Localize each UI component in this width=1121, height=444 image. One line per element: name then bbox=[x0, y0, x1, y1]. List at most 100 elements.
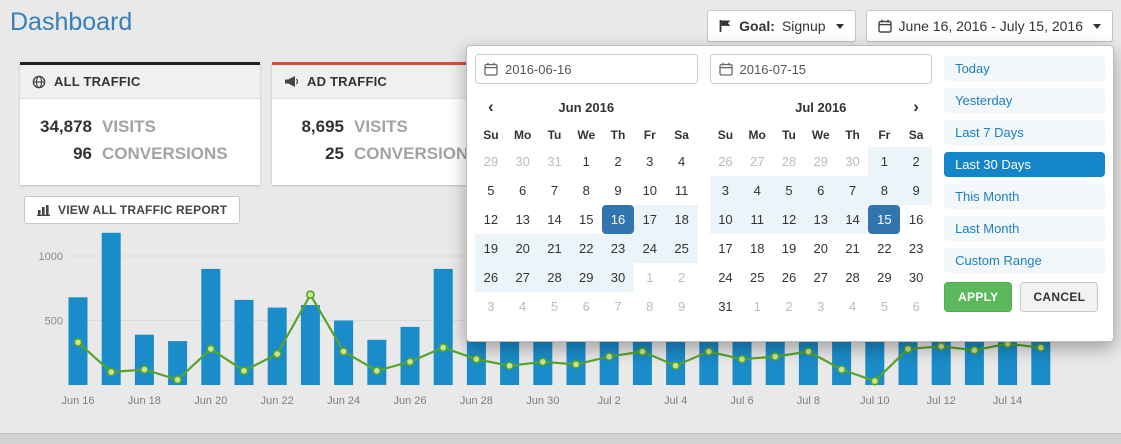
calendar-day[interactable]: 1 bbox=[868, 147, 901, 176]
calendar-day[interactable]: 6 bbox=[519, 183, 527, 198]
calendar-day[interactable]: 11 bbox=[741, 205, 774, 234]
preset-last-7-days[interactable]: Last 7 Days bbox=[944, 120, 1105, 145]
calendar-day[interactable]: 15 bbox=[868, 205, 901, 234]
calendar-day[interactable]: 2 bbox=[677, 270, 686, 285]
calendar-day[interactable]: 20 bbox=[813, 241, 828, 256]
calendar-day[interactable]: 19 bbox=[781, 241, 797, 256]
calendar-day[interactable]: 27 bbox=[749, 154, 765, 169]
chevron-right-icon[interactable]: › bbox=[913, 97, 919, 116]
calendar-day[interactable]: 23 bbox=[908, 241, 924, 256]
calendar-day[interactable]: 3 bbox=[709, 176, 742, 205]
preset-last-30-days[interactable]: Last 30 Days bbox=[944, 152, 1105, 177]
calendar-day[interactable]: 16 bbox=[602, 205, 634, 234]
calendar-day[interactable]: 24 bbox=[718, 270, 733, 285]
calendar-day[interactable]: 10 bbox=[709, 205, 742, 234]
calendar-day[interactable]: 8 bbox=[646, 299, 654, 314]
calendar-day[interactable]: 27 bbox=[506, 263, 539, 292]
preset-today[interactable]: Today bbox=[944, 56, 1105, 81]
calendar-day[interactable]: 7 bbox=[836, 176, 869, 205]
calendar-day[interactable]: 12 bbox=[773, 205, 805, 234]
calendar-day[interactable]: 25 bbox=[665, 234, 698, 263]
calendar-day[interactable]: 7 bbox=[614, 299, 622, 314]
preset-custom-range[interactable]: Custom Range bbox=[944, 248, 1105, 273]
calendar-day[interactable]: 1 bbox=[646, 270, 654, 285]
calendar-day[interactable]: 3 bbox=[487, 299, 495, 314]
calendar-day[interactable]: 17 bbox=[718, 241, 733, 256]
calendar-day[interactable]: 21 bbox=[538, 234, 571, 263]
calendar-day[interactable]: 26 bbox=[718, 154, 733, 169]
calendar-day[interactable]: 14 bbox=[836, 205, 869, 234]
calendar-day[interactable]: 25 bbox=[749, 270, 765, 285]
calendar-day[interactable]: 9 bbox=[677, 299, 686, 314]
calendar-day[interactable]: 28 bbox=[845, 270, 860, 285]
calendar-day[interactable]: 5 bbox=[773, 176, 805, 205]
calendar-day[interactable]: 4 bbox=[741, 176, 774, 205]
calendar-day[interactable]: 30 bbox=[908, 270, 924, 285]
calendar-day[interactable]: 14 bbox=[547, 212, 562, 227]
calendar-day[interactable]: 31 bbox=[718, 299, 733, 314]
calendar-day[interactable]: 1 bbox=[753, 299, 761, 314]
calendar-day[interactable]: 13 bbox=[804, 205, 837, 234]
calendar-day[interactable]: 1 bbox=[582, 154, 590, 169]
calendar-day[interactable]: 2 bbox=[614, 154, 622, 169]
calendar-day[interactable]: 4 bbox=[519, 299, 527, 314]
calendar-day[interactable]: 21 bbox=[845, 241, 860, 256]
cancel-button[interactable]: CANCEL bbox=[1020, 282, 1099, 312]
goal-selector-button[interactable]: Goal: Signup bbox=[707, 10, 856, 42]
apply-button[interactable]: APPLY bbox=[944, 282, 1013, 312]
calendar-day[interactable]: 24 bbox=[633, 234, 666, 263]
calendar-day[interactable]: 23 bbox=[602, 234, 634, 263]
calendar-day[interactable]: 20 bbox=[506, 234, 539, 263]
view-all-traffic-report-button[interactable]: VIEW ALL TRAFFIC REPORT bbox=[24, 196, 241, 224]
calendar-day[interactable]: 9 bbox=[614, 183, 622, 198]
calendar-day[interactable]: 17 bbox=[633, 205, 666, 234]
calendar-day[interactable]: 29 bbox=[813, 154, 828, 169]
calendar-day[interactable]: 22 bbox=[877, 241, 892, 256]
calendar-day[interactable]: 10 bbox=[642, 183, 658, 198]
preset-this-month[interactable]: This Month bbox=[944, 184, 1105, 209]
calendar-day[interactable]: 5 bbox=[880, 299, 888, 314]
date-range-button[interactable]: June 16, 2016 - July 15, 2016 bbox=[865, 10, 1113, 42]
calendar-day[interactable]: 27 bbox=[813, 270, 828, 285]
end-date-input[interactable] bbox=[739, 61, 924, 77]
calendar-day[interactable]: 3 bbox=[646, 154, 654, 169]
calendar-day[interactable]: 30 bbox=[602, 263, 634, 292]
calendar-day[interactable]: 30 bbox=[845, 154, 860, 169]
calendar-day[interactable]: 2 bbox=[900, 147, 933, 176]
calendar-day[interactable]: 28 bbox=[538, 263, 571, 292]
calendar-day[interactable]: 4 bbox=[848, 299, 857, 314]
calendar-day[interactable]: 28 bbox=[781, 154, 797, 169]
calendar-day[interactable]: 31 bbox=[547, 154, 562, 169]
calendar-day[interactable]: 4 bbox=[677, 154, 686, 169]
calendar-day[interactable]: 8 bbox=[868, 176, 901, 205]
all-traffic-card[interactable]: ALL TRAFFIC 34,878 VISITS 96 CONVERSIONS bbox=[20, 62, 260, 185]
calendar-day[interactable]: 12 bbox=[483, 212, 499, 227]
calendar-day[interactable]: 29 bbox=[483, 154, 499, 169]
calendar-day[interactable]: 6 bbox=[582, 299, 590, 314]
calendar-day[interactable]: 16 bbox=[908, 212, 924, 227]
calendar-day[interactable]: 6 bbox=[804, 176, 837, 205]
calendar-day[interactable]: 15 bbox=[579, 212, 594, 227]
calendar-day[interactable]: 5 bbox=[487, 183, 495, 198]
calendar-day[interactable]: 18 bbox=[665, 205, 698, 234]
calendar-day[interactable]: 30 bbox=[515, 154, 530, 169]
preset-last-month[interactable]: Last Month bbox=[944, 216, 1105, 241]
calendar-day[interactable]: 8 bbox=[582, 183, 590, 198]
preset-yesterday[interactable]: Yesterday bbox=[944, 88, 1105, 113]
calendar-day[interactable]: 11 bbox=[674, 183, 689, 198]
calendar-day[interactable]: 9 bbox=[900, 176, 933, 205]
calendar-day[interactable]: 29 bbox=[877, 270, 892, 285]
calendar-day[interactable]: 3 bbox=[817, 299, 825, 314]
calendar-day[interactable]: 2 bbox=[785, 299, 793, 314]
calendar-day[interactable]: 19 bbox=[475, 234, 507, 263]
calendar-day[interactable]: 26 bbox=[475, 263, 507, 292]
start-date-input[interactable] bbox=[505, 61, 689, 77]
calendar-day[interactable]: 5 bbox=[550, 299, 559, 314]
calendar-day[interactable]: 13 bbox=[515, 212, 530, 227]
calendar-day[interactable]: 26 bbox=[781, 270, 797, 285]
calendar-day[interactable]: 7 bbox=[550, 183, 559, 198]
chevron-left-icon[interactable]: ‹ bbox=[488, 97, 494, 116]
calendar-day[interactable]: 22 bbox=[570, 234, 603, 263]
calendar-day[interactable]: 6 bbox=[912, 299, 920, 314]
calendar-day[interactable]: 18 bbox=[749, 241, 765, 256]
